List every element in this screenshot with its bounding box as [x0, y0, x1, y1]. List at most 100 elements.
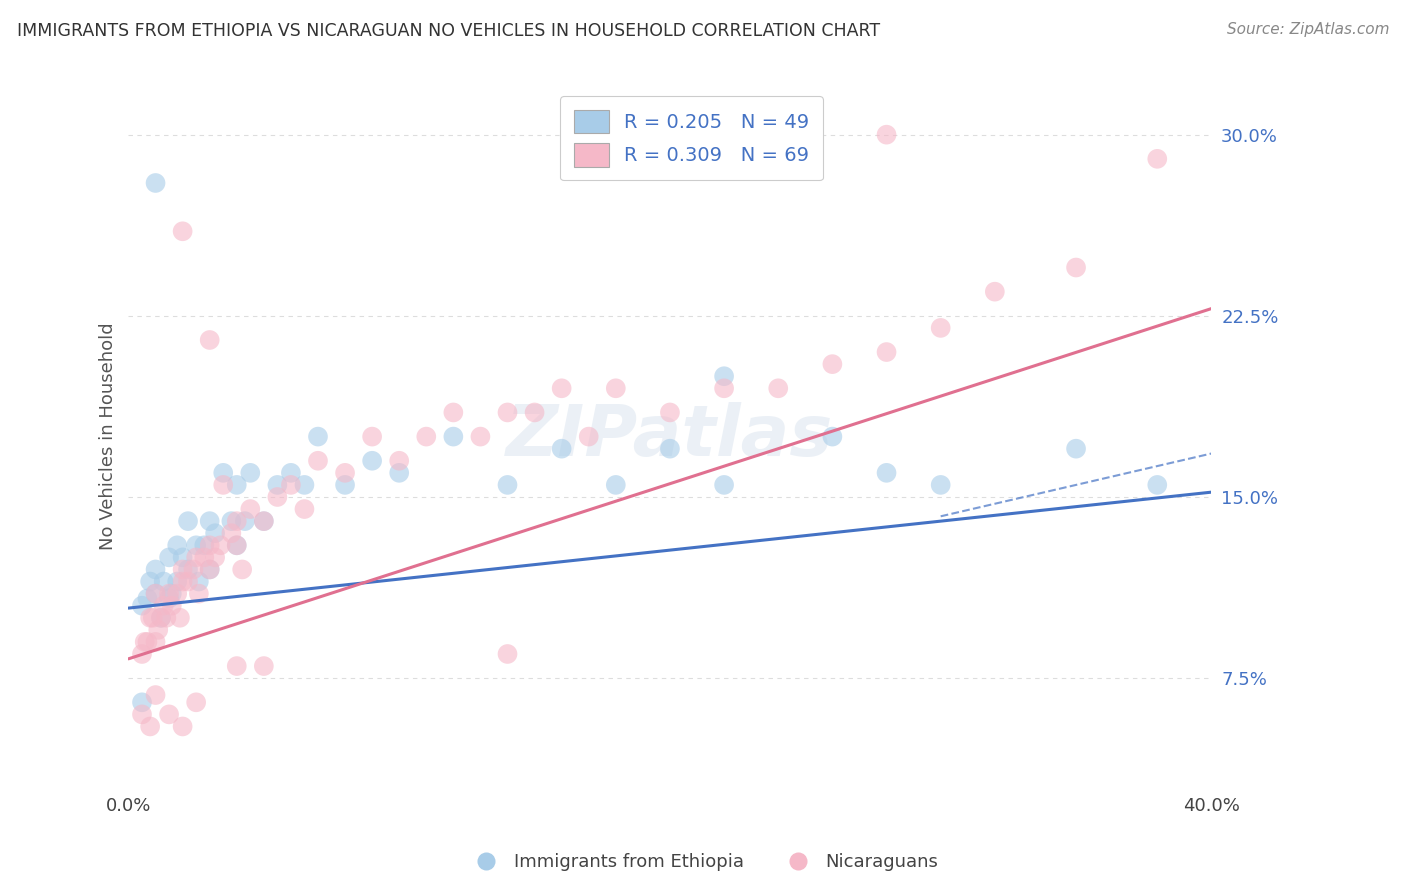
- Point: [441, 429, 464, 443]
- Point: [523, 405, 546, 419]
- Point: [225, 514, 247, 528]
- Point: [333, 466, 356, 480]
- Point: [186, 695, 208, 709]
- Point: [388, 454, 411, 468]
- Point: [496, 478, 519, 492]
- Point: [145, 562, 167, 576]
- Point: [145, 635, 167, 649]
- Point: [169, 611, 191, 625]
- Point: [1146, 152, 1168, 166]
- Point: [145, 176, 167, 190]
- Point: [253, 659, 276, 673]
- Point: [266, 478, 288, 492]
- Legend: Immigrants from Ethiopia, Nicaraguans: Immigrants from Ethiopia, Nicaraguans: [461, 847, 945, 879]
- Point: [177, 562, 200, 576]
- Y-axis label: No Vehicles in Household: No Vehicles in Household: [100, 323, 117, 550]
- Point: [172, 562, 194, 576]
- Point: [149, 611, 172, 625]
- Point: [172, 719, 194, 733]
- Point: [821, 357, 844, 371]
- Point: [821, 429, 844, 443]
- Point: [152, 574, 174, 589]
- Point: [177, 514, 200, 528]
- Point: [198, 333, 221, 347]
- Point: [160, 599, 183, 613]
- Point: [157, 550, 180, 565]
- Point: [183, 562, 205, 576]
- Point: [361, 429, 384, 443]
- Point: [131, 707, 153, 722]
- Point: [929, 478, 952, 492]
- Point: [172, 574, 194, 589]
- Point: [131, 695, 153, 709]
- Point: [984, 285, 1007, 299]
- Point: [187, 586, 209, 600]
- Point: [658, 405, 681, 419]
- Point: [157, 591, 180, 606]
- Point: [155, 611, 177, 625]
- Point: [496, 405, 519, 419]
- Point: [361, 454, 384, 468]
- Point: [209, 538, 232, 552]
- Point: [713, 369, 735, 384]
- Point: [768, 381, 790, 395]
- Point: [225, 538, 247, 552]
- Point: [186, 538, 208, 552]
- Point: [212, 466, 235, 480]
- Point: [148, 623, 170, 637]
- Point: [929, 321, 952, 335]
- Point: [225, 538, 247, 552]
- Point: [239, 466, 262, 480]
- Point: [198, 562, 221, 576]
- Point: [198, 514, 221, 528]
- Point: [876, 128, 898, 142]
- Point: [145, 586, 167, 600]
- Text: Source: ZipAtlas.com: Source: ZipAtlas.com: [1226, 22, 1389, 37]
- Point: [294, 478, 316, 492]
- Point: [131, 599, 153, 613]
- Point: [605, 478, 627, 492]
- Point: [145, 688, 167, 702]
- Point: [131, 647, 153, 661]
- Point: [142, 611, 165, 625]
- Point: [1064, 260, 1087, 275]
- Point: [1064, 442, 1087, 456]
- Point: [193, 538, 215, 552]
- Point: [225, 659, 247, 673]
- Point: [134, 635, 156, 649]
- Point: [177, 574, 200, 589]
- Point: [136, 635, 159, 649]
- Point: [253, 514, 276, 528]
- Point: [166, 586, 188, 600]
- Point: [266, 490, 288, 504]
- Point: [186, 550, 208, 565]
- Point: [166, 538, 188, 552]
- Point: [713, 381, 735, 395]
- Point: [221, 514, 243, 528]
- Point: [658, 442, 681, 456]
- Point: [280, 478, 302, 492]
- Point: [876, 466, 898, 480]
- Point: [149, 611, 172, 625]
- Point: [204, 550, 226, 565]
- Text: IMMIGRANTS FROM ETHIOPIA VS NICARAGUAN NO VEHICLES IN HOUSEHOLD CORRELATION CHAR: IMMIGRANTS FROM ETHIOPIA VS NICARAGUAN N…: [17, 22, 880, 40]
- Point: [139, 611, 162, 625]
- Point: [172, 550, 194, 565]
- Point: [160, 586, 183, 600]
- Point: [221, 526, 243, 541]
- Point: [233, 514, 256, 528]
- Point: [231, 562, 253, 576]
- Point: [333, 478, 356, 492]
- Point: [139, 574, 162, 589]
- Point: [441, 405, 464, 419]
- Point: [239, 502, 262, 516]
- Point: [187, 574, 209, 589]
- Point: [605, 381, 627, 395]
- Point: [876, 345, 898, 359]
- Point: [550, 442, 572, 456]
- Point: [193, 550, 215, 565]
- Point: [388, 466, 411, 480]
- Point: [157, 586, 180, 600]
- Point: [496, 647, 519, 661]
- Point: [280, 466, 302, 480]
